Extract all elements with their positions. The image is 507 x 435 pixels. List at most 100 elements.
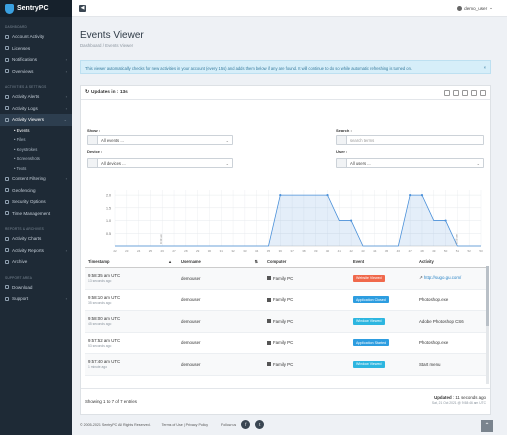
- nav-section-title: ACTIVITIES & SETTINGS: [5, 85, 47, 89]
- brand[interactable]: SentryPC: [0, 0, 72, 17]
- table-row[interactable]: 9:57:40 am UTC 1 minute ago demouser Family…: [85, 354, 488, 376]
- sidebar-item-activity-viewers[interactable]: Activity Viewers ⌄: [0, 114, 72, 126]
- sidebar-subitem[interactable]: • Files: [14, 137, 26, 143]
- sidebar-item-activity-logs[interactable]: Activity Logs ›: [0, 103, 72, 115]
- x-tick-label: 30: [208, 249, 212, 253]
- sidebar-item-account-activity[interactable]: Account Activity: [0, 31, 72, 43]
- x-tick-label: 52: [468, 249, 472, 253]
- sidebar-item-activity-reports[interactable]: Activity Reports ›: [0, 245, 72, 257]
- card-footer: Showing 1 to 7 of 7 entries Updated : 11…: [81, 388, 490, 416]
- sidebar-item-content-filtering[interactable]: Content Filtering ›: [0, 173, 72, 185]
- windows-icon: [267, 276, 271, 281]
- sidebar-item-download[interactable]: Download: [0, 282, 72, 294]
- nav-section-title: REPORTS & ARCHIVES: [5, 227, 44, 231]
- x-tick-label: 40: [326, 249, 330, 253]
- terms-links[interactable]: Terms of Use | Privacy Policy: [161, 422, 209, 427]
- nav-icon: [5, 188, 9, 193]
- col-event[interactable]: Event: [353, 259, 365, 264]
- nav-label: Security Options: [12, 199, 46, 205]
- external-link-icon: ↗: [419, 275, 424, 281]
- sidebar-item-geofencing[interactable]: Geofencing: [0, 185, 72, 197]
- event-cell: Window Viewed: [350, 360, 416, 368]
- scroll-to-top-button[interactable]: ⌃: [481, 420, 493, 432]
- table-row[interactable]: 9:58:10 am UTC 35 seconds ago demouser Fami…: [85, 290, 488, 311]
- sidebar-item-activity-charts[interactable]: Activity Charts: [0, 233, 72, 245]
- x-tick-label: 43: [361, 249, 365, 253]
- pause-button[interactable]: [444, 90, 450, 96]
- time-annotation: 9:58 am: [454, 233, 458, 244]
- x-tick-label: 23: [125, 249, 129, 253]
- chevron-icon: ›: [65, 296, 67, 301]
- sidebar-subitem[interactable]: • Screenshots: [14, 156, 40, 162]
- topbar: ◀ demo_user ⌄: [72, 0, 507, 17]
- card-title: Updates in : 13s: [91, 90, 128, 95]
- timestamp-cell: 9:58:10 am UTC 35 seconds ago: [88, 294, 121, 305]
- nav-icon: [5, 199, 9, 204]
- col-username[interactable]: Username ⇅: [181, 259, 258, 264]
- sidebar-item-overviews[interactable]: Overviews ›: [0, 66, 72, 78]
- facebook-icon[interactable]: f: [241, 420, 251, 429]
- show-select[interactable]: All events ... ⌄: [87, 135, 233, 145]
- x-tick-label: 50: [444, 249, 448, 253]
- event-badge: Application Started: [353, 339, 390, 347]
- nav-icon: [5, 117, 9, 122]
- x-tick-label: 51: [456, 249, 460, 253]
- y-tick-label: 2.0: [106, 194, 111, 198]
- chevron-down-icon: ⌄: [489, 5, 493, 10]
- refresh-button[interactable]: [453, 90, 459, 96]
- copyright: © 2005-2021 SentryPC All Rights Reserved…: [80, 422, 151, 427]
- nav-label: Activity Logs: [12, 105, 38, 111]
- event-badge: Window Viewed: [353, 360, 385, 368]
- windows-icon: [267, 340, 271, 345]
- table-row[interactable]: 9:57:52 am UTC 53 seconds ago demouser Fami…: [85, 333, 488, 354]
- monitor-icon: [88, 159, 98, 167]
- sidebar-item-activity-alerts[interactable]: Activity Alerts ›: [0, 91, 72, 103]
- follow-label: Follow us: [221, 422, 237, 427]
- col-computer[interactable]: Computer: [267, 259, 287, 264]
- x-tick-label: 32: [231, 249, 235, 253]
- y-tick-label: 1.5: [106, 206, 111, 210]
- events-table: Timestamp ▲ Username ⇅ Computer Event Ac…: [85, 256, 488, 376]
- y-tick-label: 0.5: [106, 232, 111, 236]
- sidebar-subitem[interactable]: • Texts: [14, 165, 27, 171]
- sidebar-item-licenses[interactable]: Licenses: [0, 43, 72, 55]
- user-select[interactable]: All users ... ⌄: [336, 158, 484, 168]
- x-tick-label: 41: [338, 249, 342, 253]
- sidebar-item-support[interactable]: Support ›: [0, 293, 72, 305]
- x-tick-label: 37: [290, 249, 294, 253]
- breadcrumb[interactable]: Dashboard / Events Viewer: [80, 43, 134, 48]
- chevron-down-icon: ⌄: [225, 138, 229, 143]
- table-row[interactable]: 9:58:35 am UTC 13 seconds ago demouser Fami…: [85, 268, 488, 290]
- sidebar-subitem[interactable]: • Events: [14, 127, 30, 133]
- event-badge: Window Viewed: [353, 317, 385, 325]
- username-cell: demouser: [181, 361, 201, 367]
- close-icon[interactable]: ×: [483, 65, 486, 70]
- nav-label: Content Filtering: [12, 176, 46, 182]
- col-timestamp[interactable]: Timestamp ▲: [88, 259, 172, 264]
- sidebar-subitem[interactable]: • Keystrokes: [14, 146, 38, 152]
- collapse-sidebar-button[interactable]: ◀: [79, 5, 86, 12]
- events-chart: 2.0 1.5 1.0 0.5 22 23 24 25 26 27 28 29 30 31 32 33 34 35…: [106, 190, 483, 253]
- computer-cell: Family PC: [264, 340, 350, 345]
- activity-link[interactable]: http://sugo.gu.com/: [423, 275, 462, 281]
- table-scrollbar[interactable]: [486, 266, 489, 384]
- device-select[interactable]: All devices ... ⌄: [87, 158, 233, 168]
- minimize-button[interactable]: [471, 90, 477, 96]
- user-menu[interactable]: demo_user ⌄: [457, 5, 493, 11]
- x-tick-label: 46: [397, 249, 401, 253]
- sidebar-item-notifications[interactable]: Notifications ›: [0, 54, 72, 66]
- twitter-icon[interactable]: t: [255, 420, 265, 429]
- expand-button[interactable]: [480, 90, 486, 96]
- timestamp-cell: 9:57:40 am UTC 1 minute ago: [88, 359, 121, 370]
- nav-section-title: SUPPORT AREA: [5, 275, 33, 280]
- search-input[interactable]: search terms: [336, 135, 484, 145]
- table-row[interactable]: 9:58:00 am UTC 45 seconds ago demouser Fami…: [85, 311, 488, 333]
- sidebar-item-time-management[interactable]: Time Management: [0, 208, 72, 220]
- col-activity[interactable]: Activity: [419, 259, 434, 264]
- sidebar-item-archive[interactable]: Archive: [0, 256, 72, 268]
- sidebar-item-security-options[interactable]: Security Options: [0, 196, 72, 208]
- settings-button[interactable]: [462, 90, 468, 96]
- brand-name: SentryPC: [17, 5, 49, 12]
- x-tick-label: 49: [432, 249, 436, 253]
- x-tick-label: 48: [420, 249, 424, 253]
